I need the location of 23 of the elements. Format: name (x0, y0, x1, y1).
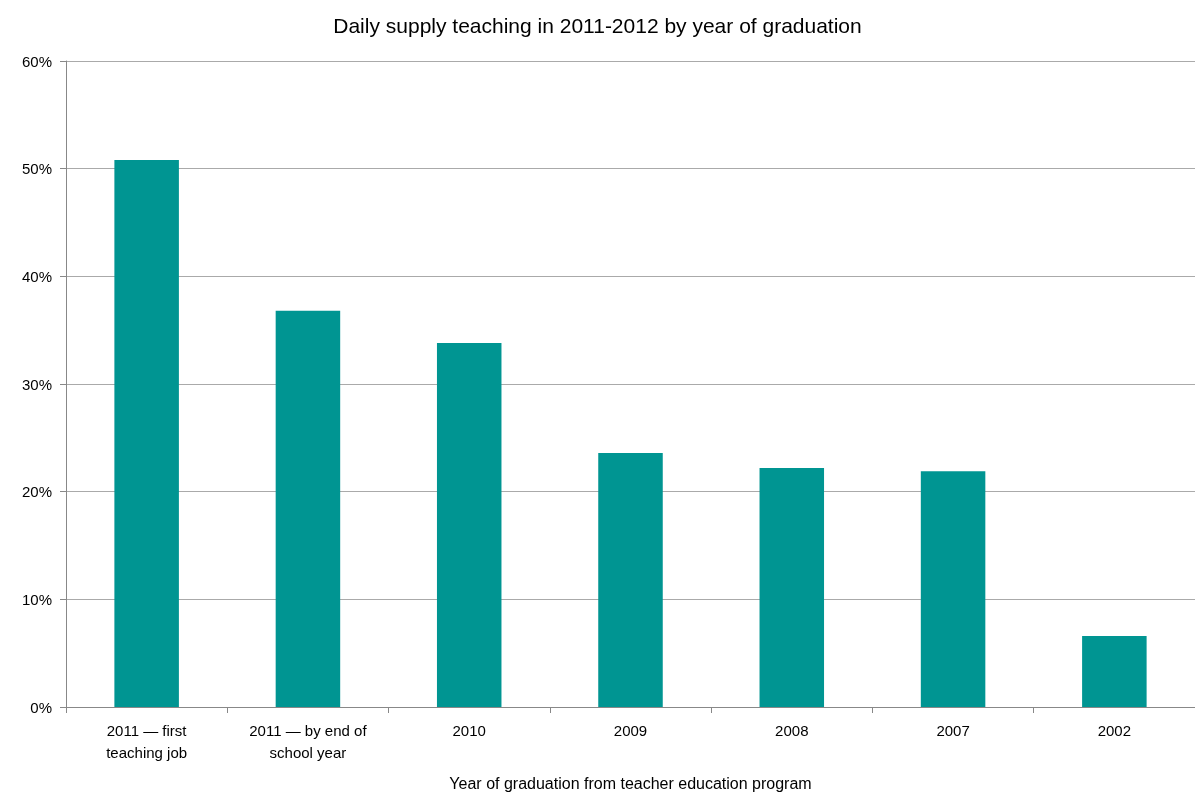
y-tick-label: 40% (21, 267, 52, 285)
x-tick-label: 2010 (452, 721, 486, 739)
bar (759, 467, 825, 707)
x-tick-label: 2002 (1097, 721, 1132, 739)
y-tick-label: 50% (21, 160, 52, 178)
y-tick-label: 20% (21, 483, 52, 501)
x-axis-title: Year of graduation from teacher education program (449, 774, 812, 792)
bar (275, 310, 341, 707)
y-tick-label: 10% (21, 590, 52, 608)
bar (114, 160, 179, 707)
x-tick-label: 2008 (775, 721, 809, 739)
x-tick-label: 2007 (936, 721, 970, 739)
chart-title: Daily supply teaching in 2011-2012 by year of graduation (333, 14, 862, 37)
x-tick-label: 2011 — by end of school year (249, 721, 368, 761)
x-tick-label: 2009 (613, 721, 648, 739)
y-tick-label: 30% (21, 375, 52, 393)
bar (598, 452, 663, 707)
x-tick-label: 2011 — first teaching job (106, 721, 188, 761)
y-tick-label: 60% (21, 52, 52, 70)
y-tick-label: 0% (30, 698, 52, 716)
bar (436, 343, 502, 707)
bar (920, 471, 986, 707)
bar (1082, 635, 1147, 707)
